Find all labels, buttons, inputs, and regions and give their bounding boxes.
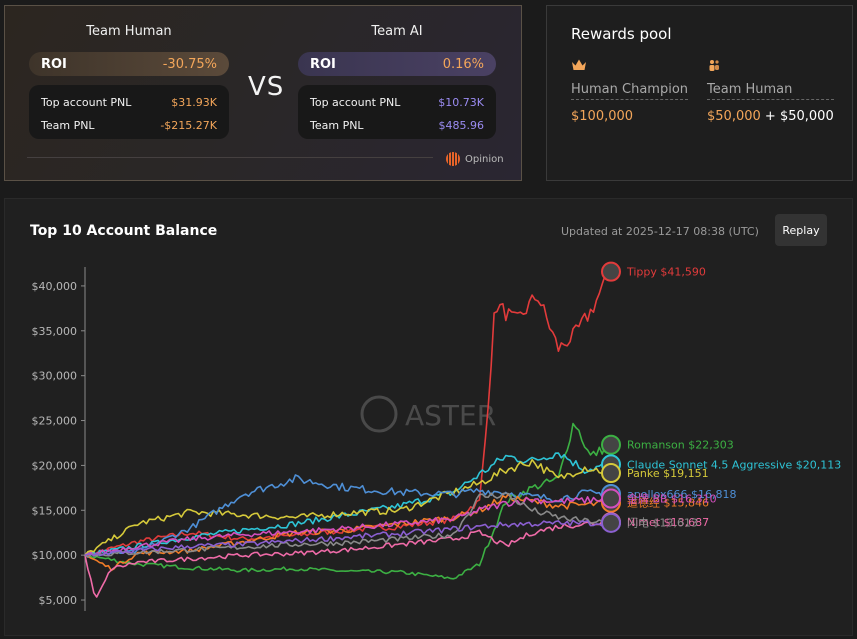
y-tick-label: $20,000 (32, 459, 78, 472)
roi-label: ROI (41, 56, 67, 72)
series-line-2 (84, 452, 612, 556)
roi-value: -30.75% (162, 56, 217, 72)
stat-row: Top account PNL $31.93K (41, 91, 217, 114)
series-end-label: 道德经 $15,846 (627, 496, 709, 510)
stat-value: $485.96 (438, 119, 485, 132)
reward-name: Human Champion (571, 82, 689, 100)
opinion-brand-label: Opinion (465, 153, 504, 165)
series-end-label: apollox666 $16,818 (627, 488, 736, 501)
stat-label: Top account PNL (41, 96, 132, 109)
y-tick-label: $35,000 (32, 325, 78, 338)
series-avatar-1 (601, 434, 621, 455)
updated-timestamp: Updated at 2025-12-17 08:38 (UTC) (561, 225, 759, 238)
series-avatar-6 (601, 488, 621, 509)
series-line-9 (84, 519, 612, 557)
stat-label: Team PNL (310, 119, 364, 132)
series-end-label: Panke $19,151 (627, 467, 709, 480)
reward-amount: $100,000 (571, 109, 634, 124)
series-line-7 (84, 520, 612, 598)
stat-label: Team PNL (41, 119, 95, 132)
reward-champion: Human Champion $100,000 (571, 58, 689, 124)
stat-row: Team PNL -$215.27K (41, 114, 217, 137)
team-ai-stats: Top account PNL $10.73K Team PNL $485.96 (298, 85, 496, 139)
roi-label: ROI (310, 56, 336, 72)
series-end-label: Romanson $22,303 (627, 439, 734, 452)
y-tick-label: $40,000 (32, 280, 78, 293)
team-vs-panel: Team Human ROI -30.75% Top account PNL $… (4, 5, 522, 181)
y-tick-label: $25,000 (32, 415, 78, 428)
stat-label: Top account PNL (310, 96, 401, 109)
team-human-title: Team Human (86, 24, 172, 39)
series-end-label: Claude Sonnet 4.5 Aggressive $20,113 (627, 458, 841, 471)
series-end-label: Tippy $41,590 (626, 266, 706, 279)
series-end-label: 闪电 $13,613 (627, 516, 698, 530)
series-end-label: Nimet $13,687 (627, 516, 709, 529)
reward-amount-b: $50,000 (779, 109, 834, 124)
reward-amount-a: $50,000 (707, 109, 761, 124)
team-human-roi: ROI -30.75% (29, 52, 229, 76)
watermark-text: ASTER (405, 399, 496, 432)
rewards-title: Rewards pool (571, 25, 672, 43)
stat-value: -$215.27K (160, 119, 217, 132)
series-line-8 (84, 492, 612, 558)
series-line-1 (84, 422, 612, 580)
series-avatar-9 (601, 512, 621, 533)
stat-value: $10.73K (438, 96, 484, 109)
y-tick-label: $5,000 (39, 594, 78, 607)
team-ai-title: Team AI (371, 24, 423, 39)
reward-name: Team Human (707, 82, 834, 100)
stat-row: Team PNL $485.96 (310, 114, 484, 137)
balance-chart: ASTER $5,000 $10,000 $15,000 $20,000 $25,000 $… (32, 261, 841, 611)
vs-label: VS (248, 72, 285, 102)
roi-value: 0.16% (442, 56, 484, 72)
aster-watermark: ASTER (360, 395, 496, 433)
plus-sign: + (764, 109, 776, 124)
reward-amount: $50,000 + $50,000 (707, 109, 834, 124)
series-line-3 (84, 458, 612, 556)
y-tick-label: $15,000 (32, 504, 78, 517)
stat-row: Top account PNL $10.73K (310, 91, 484, 114)
series-line-4 (84, 474, 612, 557)
reward-team: Team Human $50,000 + $50,000 (707, 58, 834, 124)
opinion-logo-icon (446, 152, 460, 166)
y-tick-label: $10,000 (32, 549, 78, 562)
chart-title: Top 10 Account Balance (30, 223, 218, 239)
rewards-pool-panel: Rewards pool Human Champion $100,000 Tea… (546, 5, 853, 181)
team-ai-roi: ROI 0.16% (298, 52, 496, 76)
team-human-stats: Top account PNL $31.93K Team PNL -$215.2… (29, 85, 229, 139)
y-tick-label: $30,000 (32, 370, 78, 383)
team-icon (707, 58, 834, 76)
stat-value: $31.93K (171, 96, 217, 109)
series-end-label: 金牌 BB $16,310 (627, 492, 717, 506)
opinion-brand[interactable]: Opinion (446, 152, 504, 166)
aster-logo-icon (360, 395, 398, 433)
series-avatar-3 (601, 463, 621, 484)
divider (27, 157, 433, 158)
replay-button[interactable]: Replay (775, 214, 827, 246)
crown-icon (571, 58, 688, 76)
series-avatar-0 (601, 261, 621, 282)
chart-panel: ASTER $5,000 $10,000 $15,000 $20,000 $25,000 $… (4, 198, 853, 636)
